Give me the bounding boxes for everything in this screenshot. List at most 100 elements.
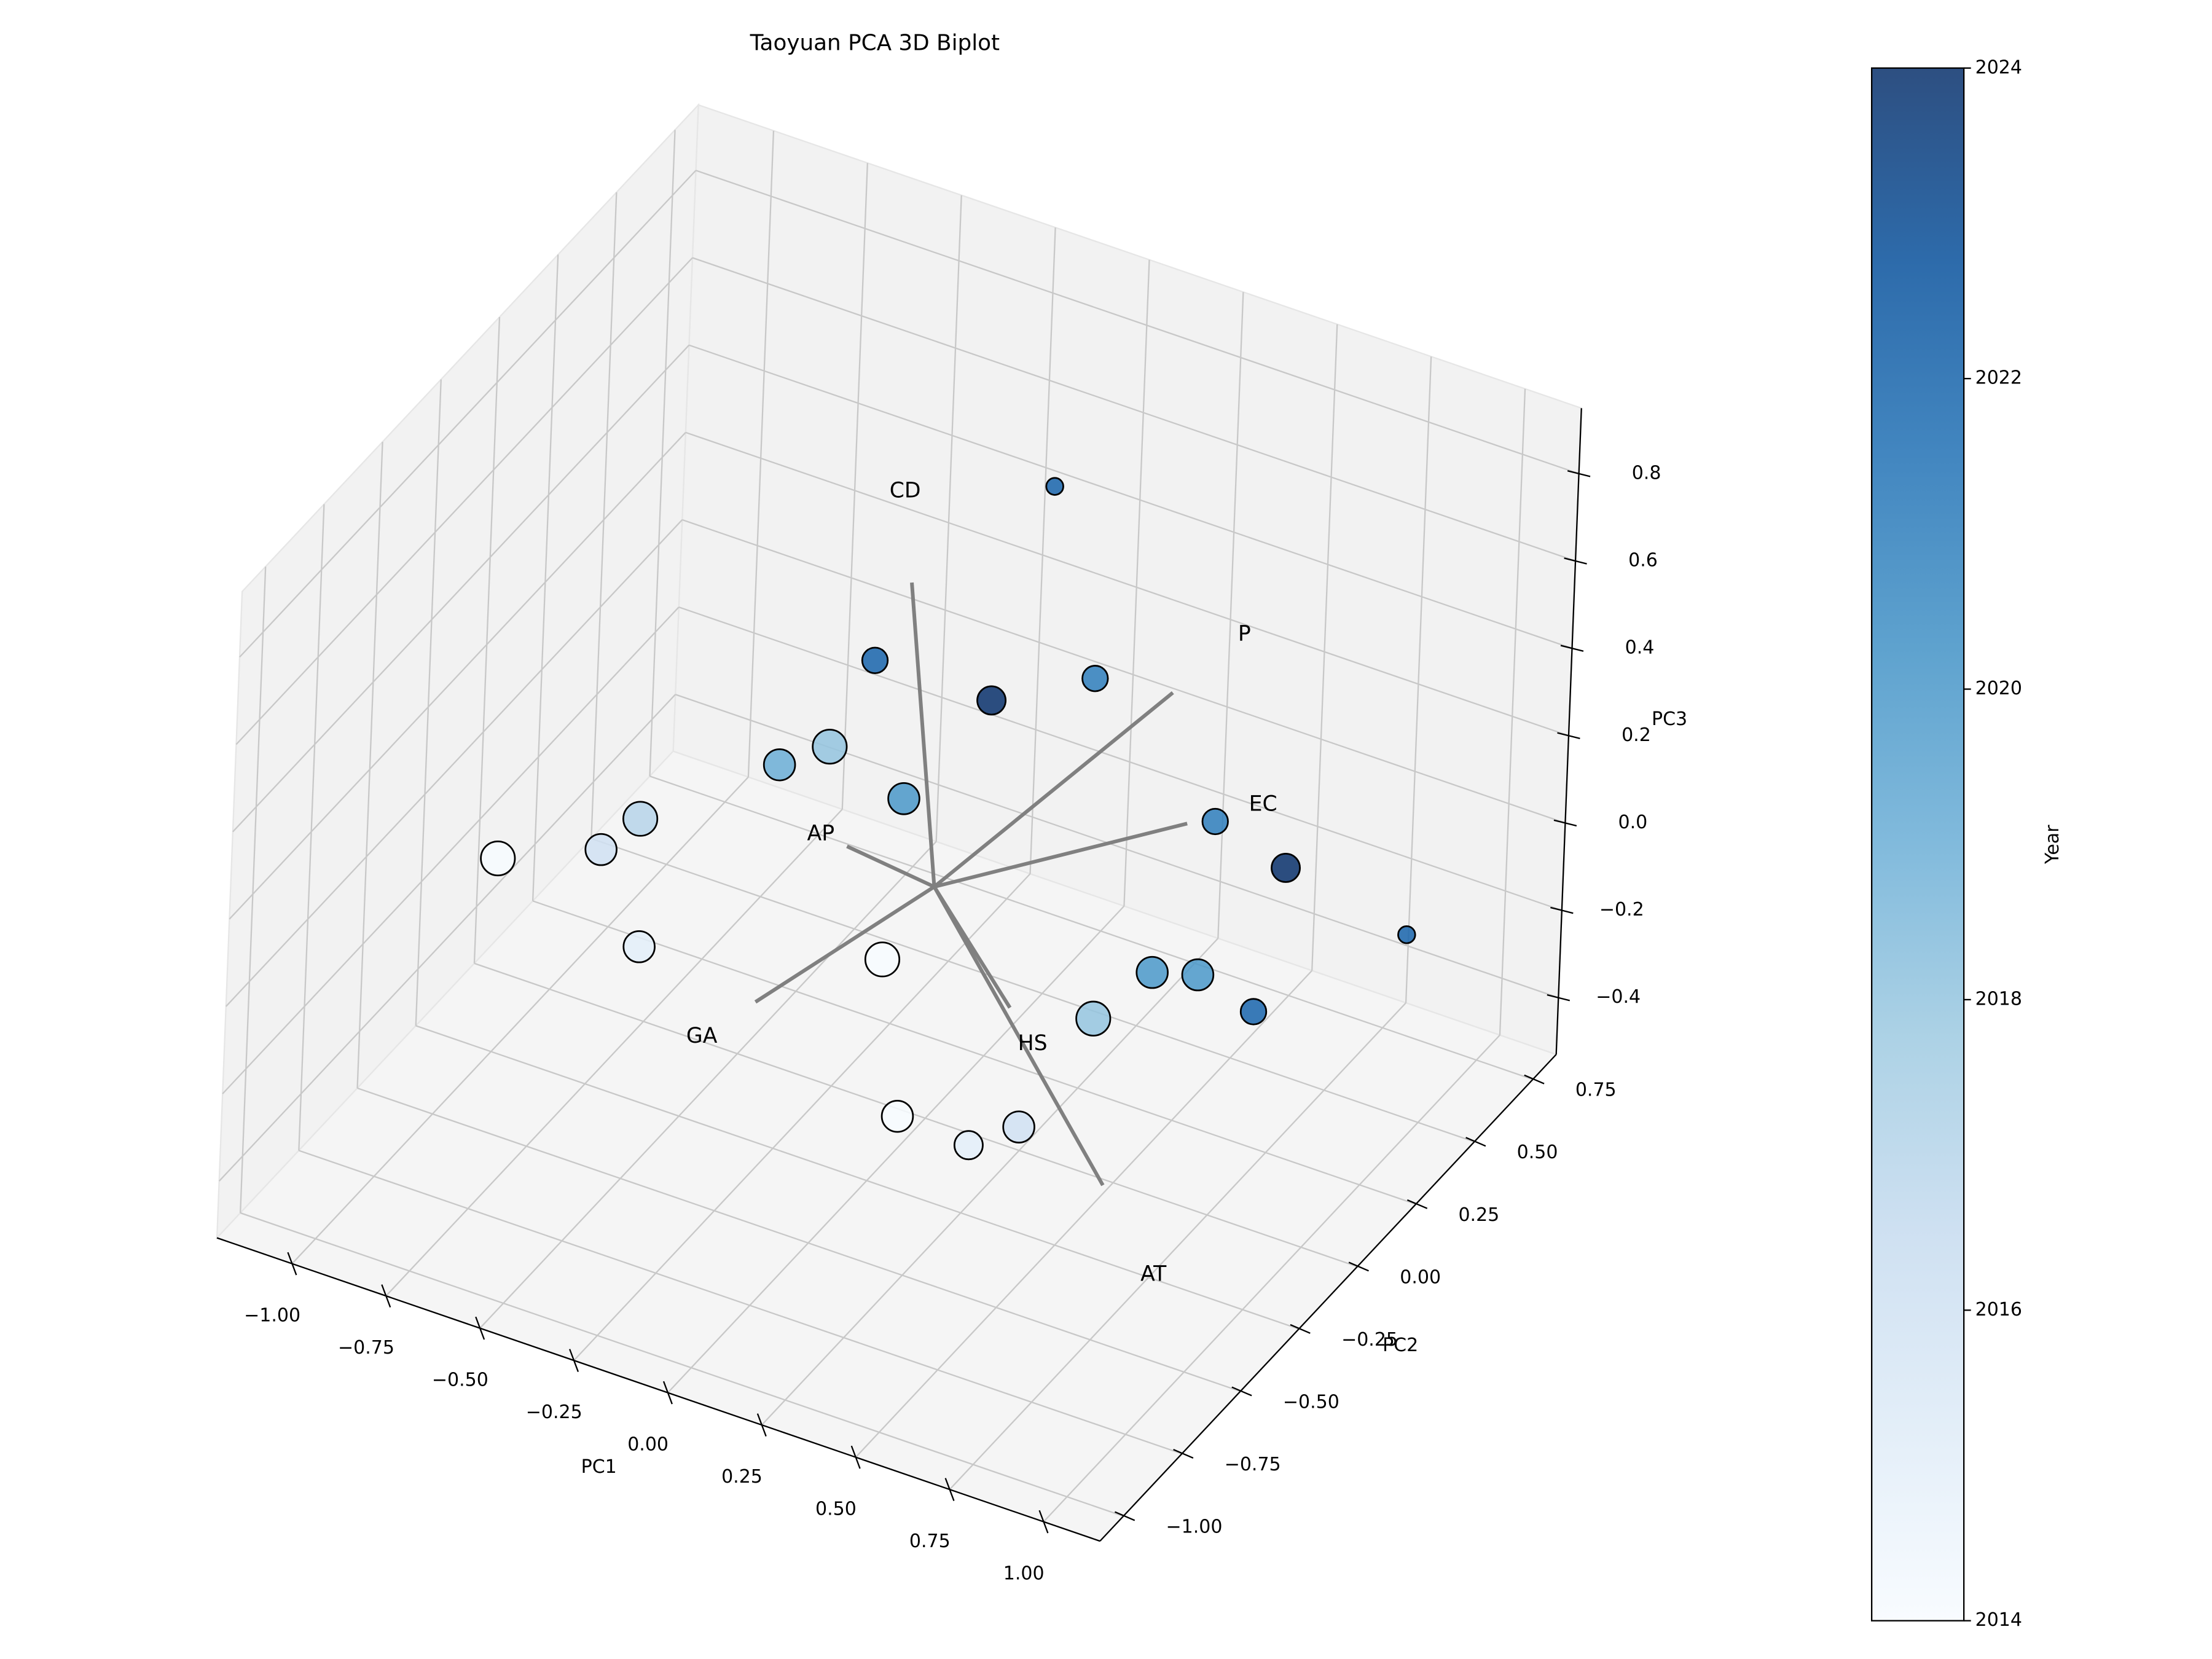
axis-line <box>1099 1054 1557 1542</box>
x-tick-label: 1.00 <box>1003 1563 1045 1584</box>
grid-line <box>678 606 1563 911</box>
tick-mark <box>1557 732 1580 740</box>
loading-vector <box>932 885 1105 1186</box>
data-point <box>584 833 618 866</box>
z-tick-label: 0.8 <box>1632 462 1661 484</box>
data-point <box>887 782 920 815</box>
data-point <box>1045 477 1064 496</box>
grid-line <box>1311 324 1338 971</box>
tick-mark <box>1231 1386 1252 1397</box>
data-point <box>1271 852 1301 883</box>
grid-line <box>415 1025 1300 1330</box>
grid-line <box>747 130 775 777</box>
z-axis-title: PC3 <box>1652 708 1687 730</box>
axis-line <box>1555 408 1582 1055</box>
x-tick-label: 0.00 <box>627 1434 669 1456</box>
grid-line <box>239 170 697 658</box>
loading-label: P <box>1238 622 1251 646</box>
grid-line <box>590 837 1475 1143</box>
grid-line <box>649 130 676 777</box>
grid-line <box>681 519 1566 824</box>
loading-vector <box>846 844 935 888</box>
x-tick-label: −0.50 <box>432 1370 488 1391</box>
grid-line <box>474 962 1358 1268</box>
data-point <box>864 941 901 978</box>
grid-line <box>649 775 1533 1080</box>
grid-line <box>385 809 843 1296</box>
grid-line <box>1043 1034 1500 1523</box>
data-point <box>976 685 1007 716</box>
y-tick-label: 0.25 <box>1458 1204 1499 1226</box>
grid-line <box>1499 388 1526 1035</box>
tick-mark <box>287 1252 297 1276</box>
z-tick-label: 0.0 <box>1618 812 1648 833</box>
y-tick-label: 0.00 <box>1400 1266 1441 1288</box>
y-tick-label: −0.25 <box>1341 1329 1398 1351</box>
grid-line <box>855 970 1313 1458</box>
grid-line <box>240 1212 1124 1517</box>
colorbar-tick-label: 2016 <box>1975 1299 2022 1320</box>
grid-line <box>685 431 1569 737</box>
data-point <box>480 840 516 877</box>
colorbar-tick-label: 2022 <box>1975 367 2022 389</box>
grid-line <box>531 254 559 901</box>
y-tick-label: −0.75 <box>1225 1454 1281 1475</box>
y-tick-label: −1.00 <box>1166 1516 1223 1537</box>
data-point <box>1135 955 1169 989</box>
tick-mark <box>1567 470 1591 477</box>
grid-line <box>357 1087 1241 1392</box>
tick-mark <box>1173 1448 1194 1459</box>
y-tick-label: −0.50 <box>1283 1391 1339 1413</box>
x-tick-label: 0.75 <box>909 1531 951 1552</box>
grid-line <box>841 163 868 810</box>
grid-line <box>218 694 677 1182</box>
tick-mark <box>944 1478 955 1501</box>
data-point <box>1075 1000 1112 1037</box>
z-tick-label: 0.6 <box>1628 550 1658 571</box>
grid-line <box>949 1002 1406 1490</box>
grid-line <box>1405 356 1432 1003</box>
grid-line <box>590 192 618 839</box>
y-axis-title: PC2 <box>1382 1335 1418 1356</box>
tick-mark <box>569 1349 579 1372</box>
tick-mark <box>1290 1324 1311 1334</box>
grid-line <box>689 344 1572 649</box>
z-tick-label: −0.2 <box>1599 899 1644 920</box>
x-tick-label: 0.50 <box>815 1498 857 1520</box>
grid-line <box>240 567 267 1214</box>
data-point <box>763 748 796 782</box>
z-tick-label: −0.4 <box>1596 986 1641 1008</box>
grid-line <box>473 316 501 963</box>
loading-vector <box>910 582 936 887</box>
x-tick-label: −0.75 <box>338 1337 394 1359</box>
loading-vector <box>754 885 936 1004</box>
loading-label: AP <box>807 822 835 846</box>
loading-vector <box>933 822 1188 889</box>
tick-mark <box>850 1445 861 1469</box>
x-tick-label: 0.25 <box>721 1466 763 1488</box>
tick-mark <box>1524 1074 1545 1084</box>
grid-line <box>532 900 1416 1205</box>
x-tick-label: −0.25 <box>526 1402 582 1423</box>
loading-label: GA <box>686 1024 718 1048</box>
tick-mark <box>1553 819 1577 827</box>
data-point <box>622 801 659 837</box>
tick-mark <box>1465 1137 1486 1147</box>
data-point <box>1181 958 1215 992</box>
loading-label: HS <box>1018 1031 1048 1056</box>
data-point <box>861 646 889 674</box>
loading-label: EC <box>1249 791 1277 816</box>
tick-mark <box>1560 645 1584 652</box>
grid-line <box>667 905 1125 1394</box>
data-point <box>953 1130 984 1161</box>
tick-mark <box>1547 994 1571 1002</box>
colorbar-tick-label: 2024 <box>1975 57 2022 78</box>
tick-mark <box>475 1316 485 1340</box>
grid-line <box>291 776 749 1265</box>
colorbar <box>1870 67 1965 1622</box>
tick-mark <box>1550 906 1574 914</box>
loading-vector <box>933 691 1174 888</box>
data-point <box>1397 925 1416 944</box>
z-tick-label: 0.4 <box>1625 637 1655 659</box>
